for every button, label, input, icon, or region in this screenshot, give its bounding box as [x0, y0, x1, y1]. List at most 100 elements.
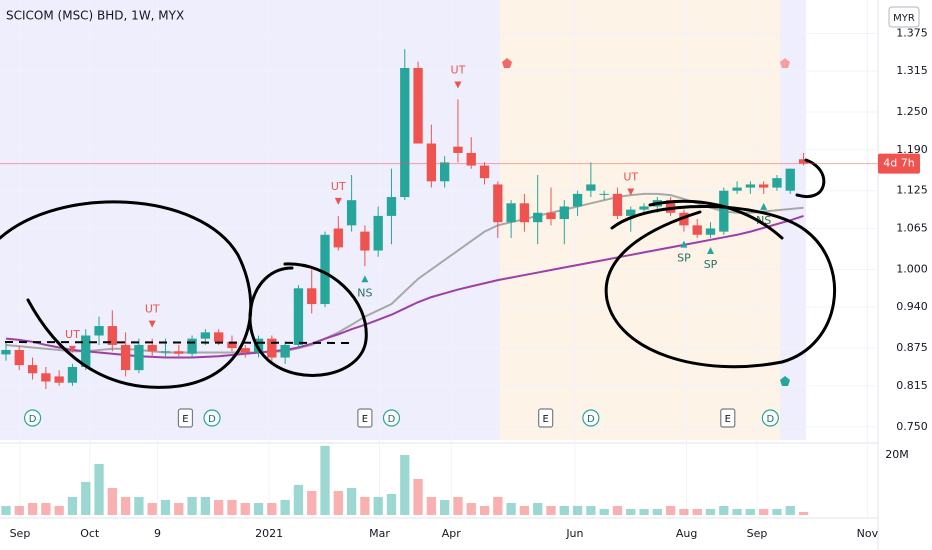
candle-body — [772, 178, 782, 188]
candle-body — [679, 212, 689, 226]
volume-bar — [346, 487, 357, 515]
volume-bar — [732, 508, 742, 515]
event-label: D — [388, 414, 396, 425]
volume-bar — [546, 505, 556, 515]
volume-bar — [333, 490, 343, 515]
hand-drawn-line — [648, 199, 784, 240]
candle-body — [559, 206, 569, 220]
candle-body — [174, 351, 184, 354]
volume-bar — [14, 505, 24, 515]
volume-bar — [612, 505, 623, 515]
volume-bar — [466, 502, 476, 515]
volume-bar — [54, 505, 64, 515]
candles — [1, 49, 809, 390]
currency-box — [888, 6, 920, 28]
candle-body — [107, 326, 117, 345]
candle-body — [692, 225, 702, 235]
candle-body — [54, 376, 64, 383]
candle-body — [439, 162, 450, 182]
volume-bar — [692, 508, 702, 515]
x-tick-label: Nov — [857, 527, 879, 540]
event-label: D — [766, 414, 774, 425]
candle-body — [253, 338, 264, 353]
volume-bar — [798, 511, 809, 515]
volume-bar — [413, 478, 423, 515]
candle-body — [187, 338, 197, 354]
volume-bar — [360, 496, 370, 515]
drawings — [0, 158, 836, 389]
volume-bar — [81, 481, 91, 515]
volume-bar — [679, 508, 689, 515]
volume-bar — [599, 508, 609, 515]
event-marker — [720, 408, 736, 428]
signal-triangle — [680, 240, 688, 248]
y-tick-label: 1.065 — [896, 221, 928, 234]
signal-label: NS — [357, 286, 372, 299]
y-tick-label: 0.875 — [896, 341, 928, 354]
candle-body — [612, 193, 623, 216]
x-tick-label: 9 — [154, 527, 161, 540]
candle-body — [214, 332, 224, 342]
volume-bar — [400, 454, 410, 515]
volume-bar — [174, 502, 184, 515]
event-marker — [538, 408, 554, 428]
volume-bar — [559, 505, 569, 515]
event-label: E — [543, 414, 549, 425]
x-tick-label: Aug — [676, 527, 697, 540]
volume-bar — [759, 508, 769, 515]
candle-body — [346, 200, 357, 226]
event-marker — [203, 409, 221, 427]
candle-body — [665, 200, 676, 213]
candle-body — [719, 190, 729, 232]
candle-body — [466, 152, 476, 166]
signal-marker — [780, 58, 790, 68]
volume-bar — [267, 502, 277, 515]
volume-bar — [439, 499, 450, 515]
volume-bar — [280, 499, 290, 515]
y-tick-label: 1.190 — [896, 143, 928, 156]
candle-body — [453, 146, 463, 153]
signal-label: UT — [623, 170, 638, 183]
event-marker — [761, 409, 779, 427]
signal-label: SP — [704, 258, 718, 271]
candle-body — [160, 351, 171, 353]
event-marker — [582, 409, 600, 427]
candle-body — [373, 215, 383, 251]
y-tick-label: 1.315 — [896, 64, 928, 77]
volume-pane — [1, 445, 809, 515]
volume-bar — [519, 505, 530, 515]
volume-bar — [506, 502, 516, 515]
candle-body — [307, 288, 317, 305]
volume-bar — [745, 508, 756, 515]
volume-bar — [253, 502, 264, 515]
event-marker — [177, 408, 194, 428]
hand-drawn-circle — [248, 262, 368, 377]
y-tick-label: 1.000 — [896, 262, 928, 275]
volume-bar — [107, 487, 117, 515]
x-tick-label: Apr — [442, 527, 462, 540]
annotations: UT UT UT UT UT NS NS SP SP D E D E D E D E D — [23, 63, 779, 428]
event-marker — [382, 409, 401, 427]
candle-body — [413, 67, 423, 144]
signal-triangle — [361, 275, 369, 283]
volume-bar — [147, 502, 157, 515]
volume-bar — [94, 463, 104, 515]
candle-body — [67, 366, 78, 383]
volume-tick-label: 20M — [885, 448, 909, 461]
x-tick-label: Jun — [565, 527, 583, 540]
dashed-line — [4, 341, 356, 344]
volume-bar — [120, 496, 131, 515]
candle-body — [227, 341, 237, 349]
volume-bar — [134, 496, 144, 515]
candle-body — [147, 344, 157, 352]
signal-marker — [780, 376, 790, 386]
volume-bar — [572, 505, 583, 515]
candle-body — [134, 344, 144, 371]
candle-body — [533, 212, 543, 223]
event-label: D — [208, 414, 216, 425]
volume-bar — [320, 445, 330, 515]
signal-label: UT — [331, 180, 346, 193]
volume-bar — [214, 499, 224, 515]
volume-bar — [626, 508, 636, 515]
volume-bar — [705, 508, 716, 515]
